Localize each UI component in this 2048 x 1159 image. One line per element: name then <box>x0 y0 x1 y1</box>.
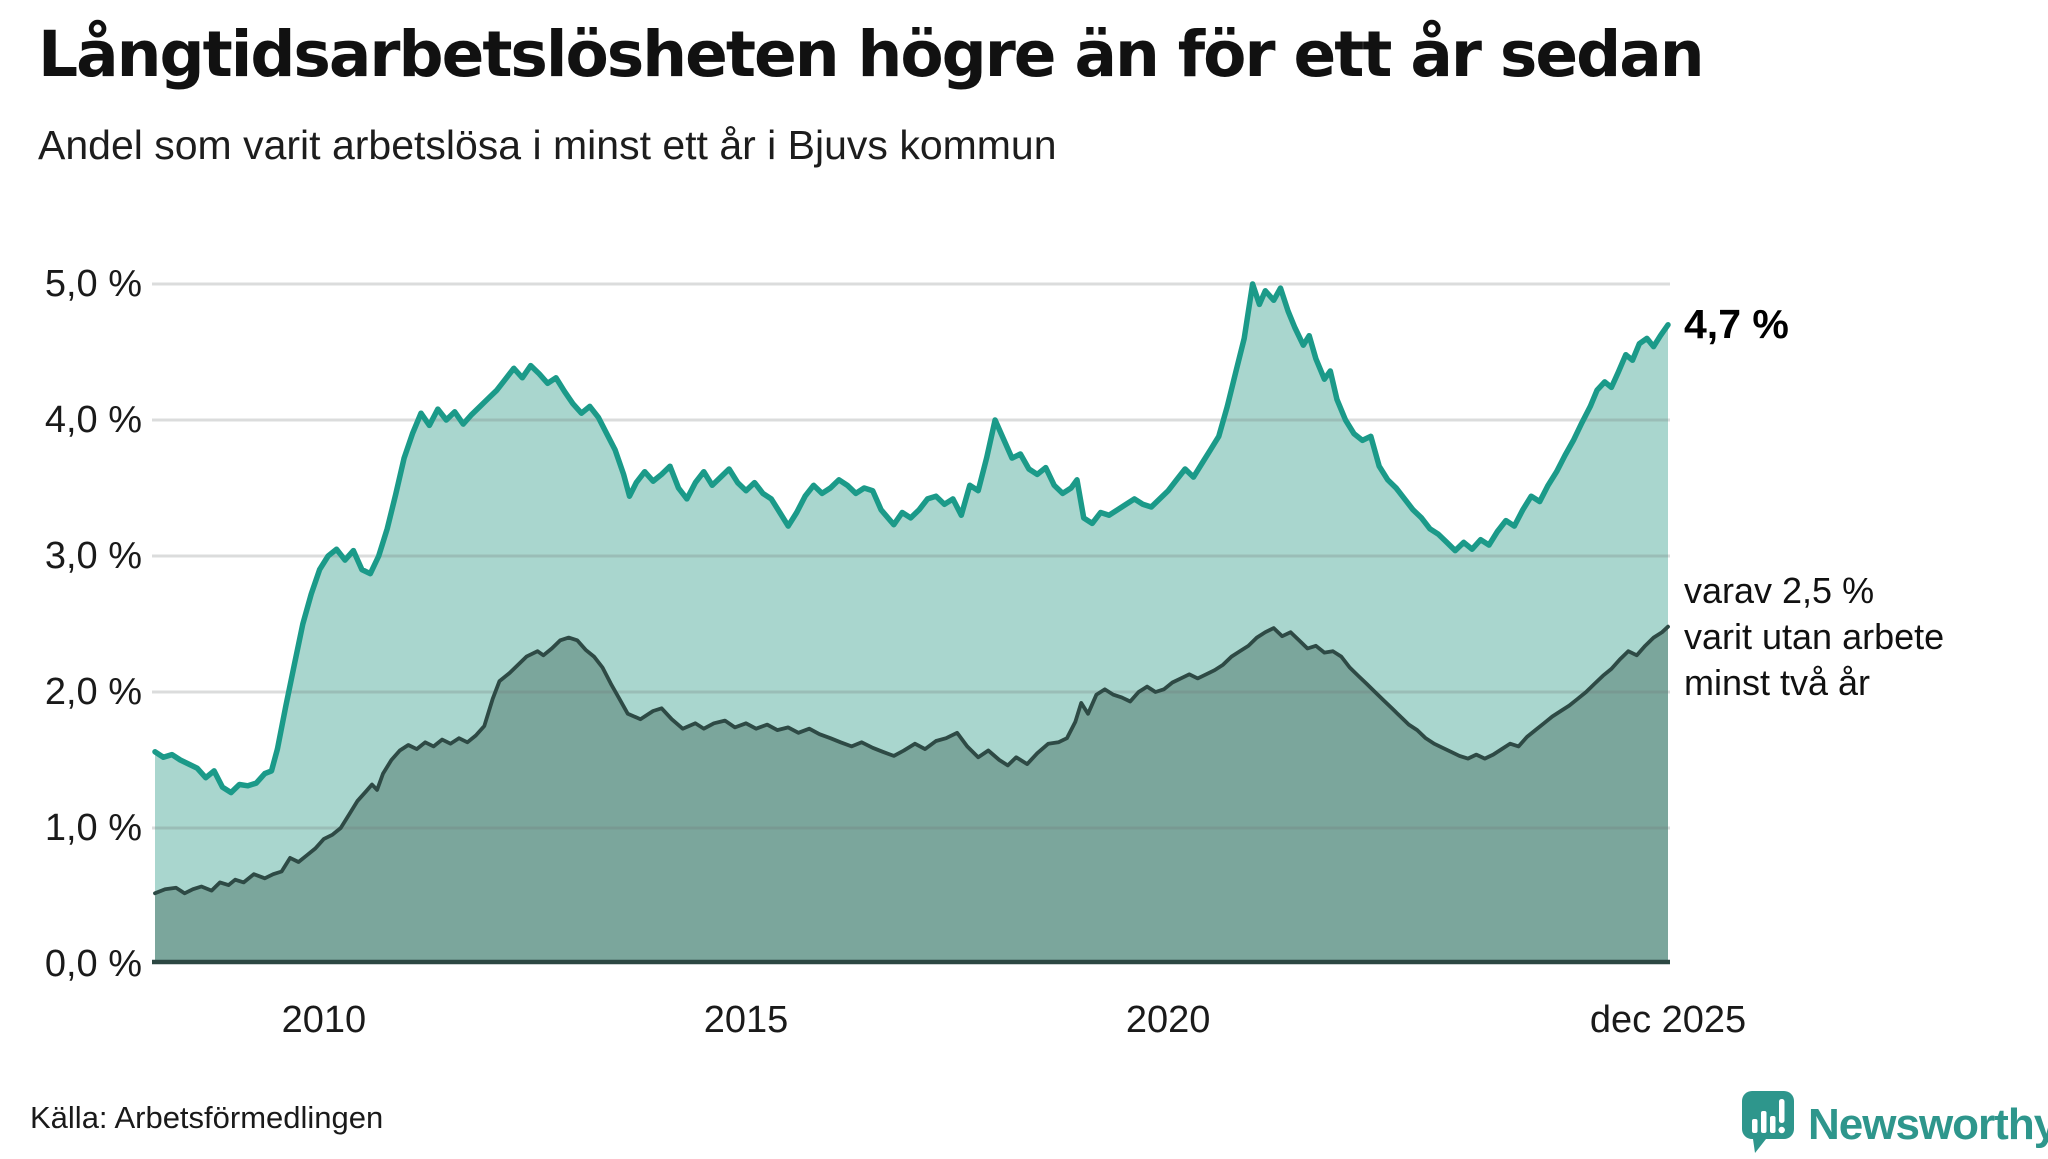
secondary-annotation-line: varit utan arbete <box>1684 616 1945 657</box>
secondary-annotation: varav 2,5 % varit utan arbete minst två år <box>1684 568 1944 706</box>
y-tick-label: 4,0 % <box>44 399 142 441</box>
latest-value-annotation: 4,7 % <box>1684 300 1789 347</box>
brand: Newsworthy <box>1742 1091 2048 1153</box>
brand-name: Newsworthy <box>1808 1100 2048 1149</box>
x-tick-label: 2020 <box>1125 999 1211 1041</box>
chart-series-lines <box>152 281 1671 896</box>
x-tick-label: 2015 <box>703 999 789 1041</box>
y-tick-label: 1,0 % <box>44 807 142 849</box>
newsworthy-logo-icon <box>1742 1091 1794 1153</box>
y-tick-label: 2,0 % <box>44 671 142 713</box>
chart-title: Långtidsarbetslösheten högre än för ett … <box>38 18 1705 91</box>
chart-subtitle: Andel som varit arbetslösa i minst ett å… <box>38 122 1057 168</box>
secondary-annotation-line: varav 2,5 % <box>1684 570 1875 611</box>
secondary-annotation-line: minst två år <box>1684 662 1871 703</box>
y-tick-label: 0,0 % <box>44 943 142 985</box>
y-tick-label: 5,0 % <box>44 263 142 305</box>
x-tick-label: 2010 <box>281 999 367 1041</box>
chart-gridlines <box>152 282 1670 830</box>
source-label: Källa: Arbetsförmedlingen <box>30 1100 384 1135</box>
chart-area-fills <box>155 284 1668 964</box>
y-tick-label: 3,0 % <box>44 535 142 577</box>
x-tick-label: dec 2025 <box>1589 999 1747 1041</box>
